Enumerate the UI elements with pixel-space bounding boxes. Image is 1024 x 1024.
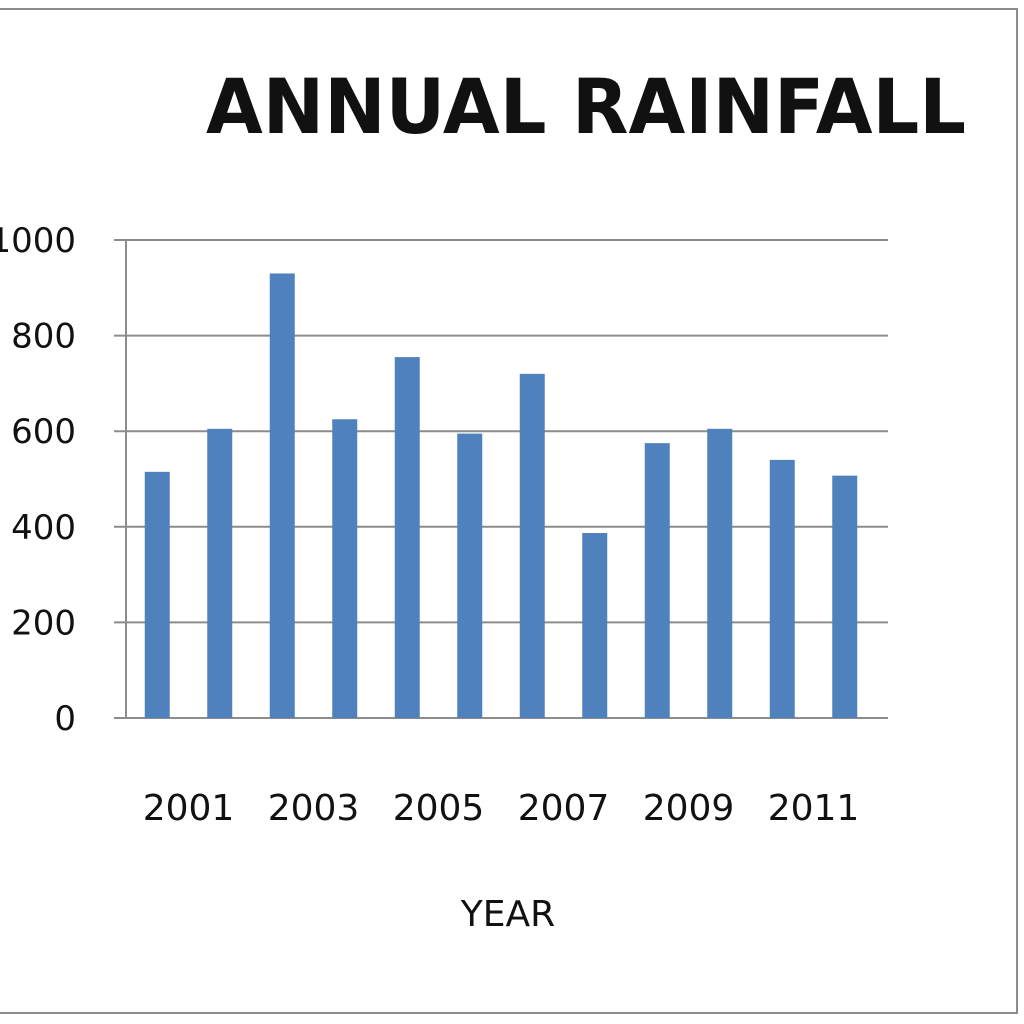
y-tick-label: 1000 (0, 221, 76, 261)
bar (269, 273, 295, 718)
x-axis-label: YEAR (460, 894, 555, 935)
bar (207, 428, 233, 718)
x-tick-label: 2001 (143, 788, 235, 829)
bar (582, 533, 608, 718)
x-tick-label: 2007 (518, 788, 610, 829)
bar (144, 471, 170, 718)
y-tick-label: 0 (54, 699, 76, 739)
x-axis-ticks: 2001 2003 2005 2007 2009 2011 (143, 788, 860, 829)
gridlines (114, 239, 888, 719)
x-tick-label: 2011 (768, 788, 860, 829)
y-tick-label: 800 (11, 317, 76, 357)
chart-frame (0, 8, 1018, 1014)
x-tick-label: 2003 (268, 788, 360, 829)
bar (707, 428, 733, 718)
bar (644, 443, 670, 718)
bar (457, 433, 483, 718)
chart-title: ANNUAL RAINFALL (206, 62, 966, 151)
bar (519, 373, 545, 718)
x-tick-label: 2005 (393, 788, 485, 829)
y-tick-label: 200 (11, 603, 76, 643)
bar (332, 419, 358, 718)
bars (144, 273, 858, 718)
bar (394, 357, 420, 718)
y-tick-label: 600 (11, 412, 76, 452)
y-axis-ticks: 0 200 400 600 800 1000 (0, 221, 76, 739)
bar (769, 459, 795, 718)
bar (832, 475, 858, 718)
y-tick-label: 400 (11, 508, 76, 548)
x-tick-label: 2009 (643, 788, 735, 829)
